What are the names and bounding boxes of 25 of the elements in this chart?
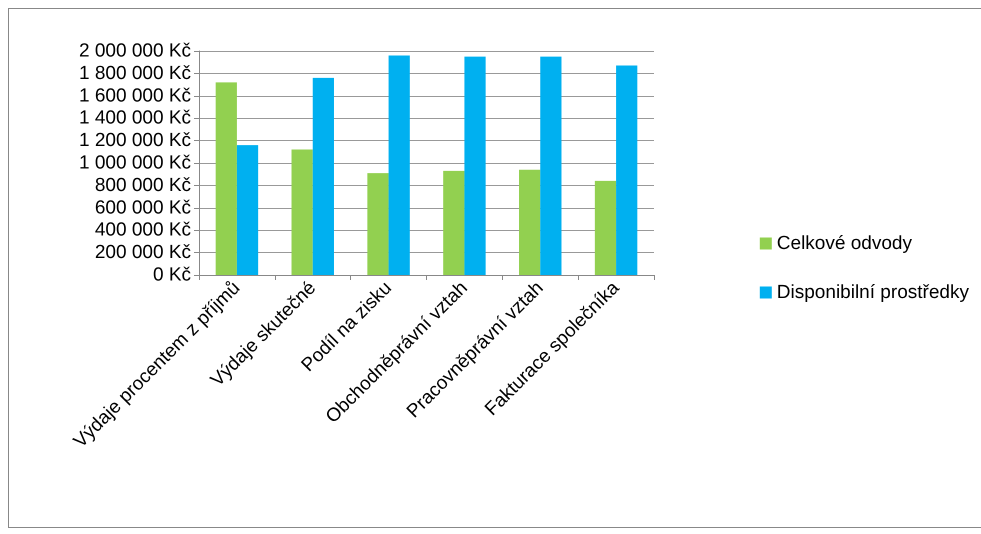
y-tick-label: 0 Kč [152, 264, 191, 286]
bar [443, 170, 464, 275]
legend-label: Celkové odvody [776, 233, 912, 254]
y-tick-label: 200 000 Kč [94, 242, 191, 264]
y-tick-label: 1 800 000 Kč [79, 62, 191, 84]
bar [236, 145, 258, 275]
y-tick-label: 1 000 000 Kč [79, 152, 191, 174]
y-tick-label: 1 200 000 Kč [79, 130, 191, 152]
bar [616, 66, 638, 275]
bar [594, 180, 616, 275]
legend-label: Disponibilní prostředky [776, 282, 970, 303]
bar [367, 173, 389, 275]
bar [312, 78, 334, 275]
bar [292, 150, 313, 275]
bar [388, 55, 410, 275]
bar [216, 82, 237, 275]
y-tick-label: 400 000 Kč [94, 220, 191, 241]
y-tick-label: 1 400 000 Kč [79, 108, 191, 129]
y-tick-label: 1 600 000 Kč [79, 85, 191, 106]
y-tick-label: 2 000 000 Kč [79, 40, 191, 62]
bar [519, 170, 540, 275]
bar [540, 56, 562, 275]
y-tick-label: 800 000 Kč [94, 174, 191, 196]
y-tick-label: 600 000 Kč [94, 197, 191, 218]
bar [464, 56, 486, 275]
